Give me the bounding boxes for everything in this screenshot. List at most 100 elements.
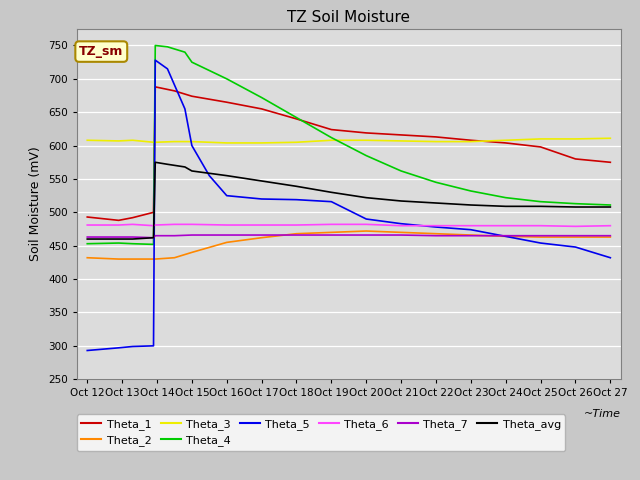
Theta_2 [115, 256, 122, 262]
Theta_3 [129, 137, 136, 143]
Theta_7 [188, 232, 196, 238]
Theta_4 [292, 115, 300, 120]
Theta_avg [188, 168, 196, 174]
Theta_3 [537, 136, 545, 142]
Theta_avg [397, 198, 405, 204]
Theta_7 [129, 234, 136, 240]
Theta_7 [502, 233, 509, 239]
Theta_3 [362, 137, 370, 143]
Theta_7 [572, 233, 579, 239]
Theta_2 [171, 255, 179, 261]
Theta_4 [432, 180, 440, 185]
Theta_avg [328, 190, 335, 195]
Theta_7 [362, 232, 370, 238]
Text: TZ_sm: TZ_sm [79, 45, 124, 58]
Theta_1 [258, 106, 266, 112]
Theta_5 [164, 66, 172, 72]
Theta_avg [223, 173, 230, 179]
Theta_5 [152, 57, 159, 63]
Line: Theta_1: Theta_1 [87, 87, 611, 220]
Theta_4 [572, 201, 579, 206]
Theta_1 [432, 134, 440, 140]
Theta_4 [181, 49, 189, 55]
Theta_avg [362, 195, 370, 201]
Theta_avg [115, 236, 122, 242]
Theta_avg [292, 183, 300, 189]
Theta_5 [397, 221, 405, 227]
Theta_3 [152, 139, 159, 145]
Theta_7 [537, 233, 545, 239]
Text: ~Time: ~Time [584, 409, 621, 419]
Theta_3 [328, 137, 335, 143]
Theta_avg [164, 161, 172, 167]
Theta_avg [181, 164, 189, 170]
Theta_6 [607, 223, 614, 228]
Theta_5 [115, 345, 122, 351]
Theta_6 [83, 222, 91, 228]
Theta_6 [223, 222, 230, 228]
Theta_1 [188, 93, 196, 99]
Theta_2 [258, 235, 266, 240]
Theta_4 [188, 60, 196, 65]
Theta_2 [328, 229, 335, 235]
Theta_6 [115, 222, 122, 228]
Theta_6 [467, 223, 475, 228]
Theta_5 [83, 348, 91, 353]
Theta_6 [362, 221, 370, 227]
Theta_7 [152, 233, 159, 239]
Theta_6 [150, 223, 157, 228]
Legend: Theta_1, Theta_2, Theta_3, Theta_4, Theta_5, Theta_6, Theta_7, Theta_avg: Theta_1, Theta_2, Theta_3, Theta_4, Thet… [77, 414, 565, 451]
Theta_6 [537, 223, 545, 228]
Theta_2 [292, 231, 300, 237]
Theta_6 [502, 223, 509, 228]
Theta_3 [467, 139, 475, 144]
Theta_4 [537, 199, 545, 204]
Line: Theta_5: Theta_5 [87, 60, 611, 350]
Theta_4 [467, 188, 475, 194]
Theta_2 [502, 233, 509, 239]
Line: Theta_3: Theta_3 [87, 138, 611, 143]
Theta_3 [292, 139, 300, 145]
Theta_4 [328, 135, 335, 141]
Theta_avg [83, 236, 91, 242]
Theta_avg [129, 236, 136, 242]
Theta_4 [258, 95, 266, 100]
Theta_avg [537, 204, 545, 209]
Title: TZ Soil Moisture: TZ Soil Moisture [287, 10, 410, 25]
Theta_4 [362, 153, 370, 158]
Theta_6 [292, 222, 300, 228]
Theta_2 [362, 228, 370, 234]
Theta_1 [467, 137, 475, 143]
Theta_4 [129, 241, 136, 247]
Theta_5 [258, 196, 266, 202]
Theta_1 [223, 99, 230, 105]
Theta_5 [432, 224, 440, 230]
Theta_2 [537, 234, 545, 240]
Theta_7 [150, 235, 157, 240]
Theta_6 [171, 221, 179, 227]
Theta_3 [171, 139, 179, 144]
Theta_avg [258, 178, 266, 184]
Theta_3 [397, 138, 405, 144]
Theta_2 [432, 231, 440, 237]
Theta_2 [572, 234, 579, 240]
Theta_1 [502, 140, 509, 146]
Theta_avg [467, 202, 475, 208]
Theta_avg [150, 235, 157, 240]
Theta_7 [258, 232, 266, 238]
Theta_6 [432, 223, 440, 228]
Theta_3 [223, 140, 230, 146]
Theta_1 [171, 88, 179, 94]
Theta_3 [572, 136, 579, 142]
Theta_6 [328, 221, 335, 227]
Line: Theta_4: Theta_4 [87, 46, 611, 244]
Theta_1 [83, 214, 91, 220]
Theta_5 [467, 227, 475, 233]
Theta_3 [258, 140, 266, 146]
Theta_5 [223, 193, 230, 199]
Theta_1 [129, 215, 136, 221]
Theta_3 [188, 139, 196, 144]
Theta_3 [83, 137, 91, 143]
Theta_3 [115, 138, 122, 144]
Theta_avg [432, 200, 440, 206]
